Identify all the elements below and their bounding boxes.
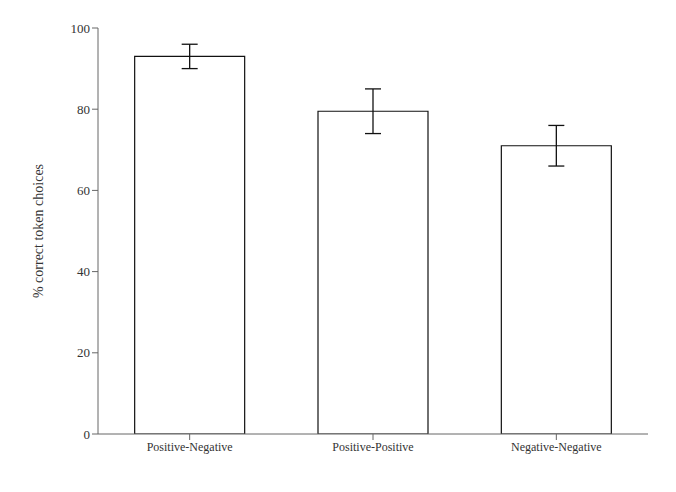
svg-text:Negative-Negative: Negative-Negative <box>511 440 602 454</box>
svg-text:20: 20 <box>77 345 90 360</box>
svg-text:80: 80 <box>77 102 90 117</box>
svg-text:0: 0 <box>84 427 91 442</box>
svg-text:Positive-Positive: Positive-Positive <box>332 440 413 454</box>
svg-text:100: 100 <box>71 21 91 36</box>
svg-text:60: 60 <box>77 183 90 198</box>
svg-text:Positive-Negative: Positive-Negative <box>147 440 233 454</box>
svg-text:% correct token choices: % correct token choices <box>31 164 46 298</box>
svg-text:40: 40 <box>77 264 90 279</box>
